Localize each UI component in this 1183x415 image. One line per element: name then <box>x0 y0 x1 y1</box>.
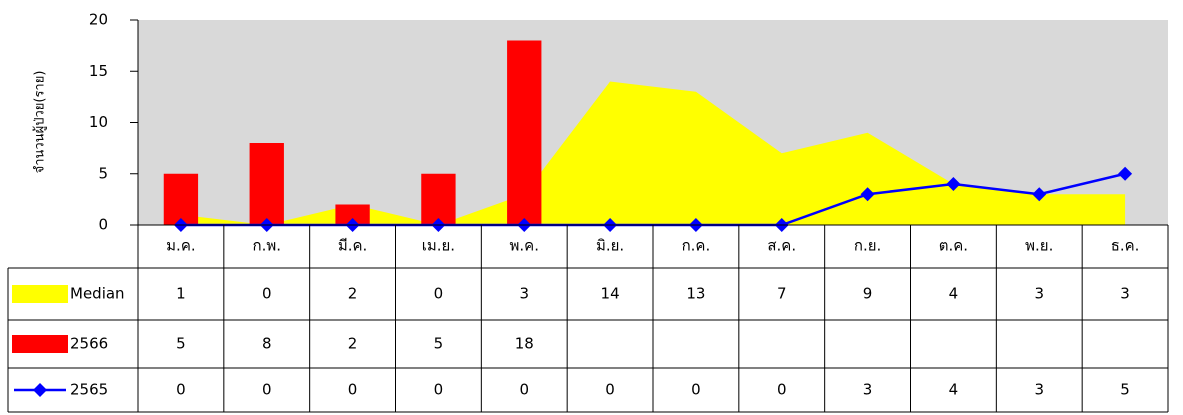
bar <box>421 173 456 225</box>
table-cell: 0 <box>519 381 529 399</box>
table-cell: 0 <box>262 381 272 399</box>
table-cell: 0 <box>434 381 444 399</box>
x-tick-label: พ.ย. <box>1025 237 1053 255</box>
x-tick-label: ม.ค. <box>166 237 195 255</box>
x-tick-label: มิ.ย. <box>596 237 624 255</box>
marker <box>946 177 961 191</box>
table-cell: 14 <box>601 285 620 303</box>
table-cell: 0 <box>262 285 272 303</box>
legend-label: 2565 <box>70 381 108 399</box>
table-cell: 2 <box>348 285 358 303</box>
y-tick-label: 15 <box>89 62 108 80</box>
y-axis-label: จำนวนผู้ป่วย(ราย) <box>33 71 48 174</box>
legend-key <box>12 335 68 353</box>
y-tick-label: 5 <box>98 164 108 182</box>
table-cell: 0 <box>691 381 701 399</box>
marker <box>1118 166 1133 181</box>
table-cell: 0 <box>348 381 358 399</box>
table-cell: 3 <box>1034 381 1044 399</box>
legend-label: Median <box>70 285 125 303</box>
marker <box>860 187 875 202</box>
x-tick-label: พ.ค. <box>510 237 539 255</box>
table-cell: 5 <box>434 335 444 353</box>
table-cell: 0 <box>605 381 615 399</box>
x-tick-label: เม.ย. <box>422 237 455 255</box>
bar <box>335 204 370 225</box>
table-cell: 9 <box>863 285 873 303</box>
table-cell: 0 <box>777 381 787 399</box>
y-tick-label: 10 <box>89 113 108 131</box>
area <box>180 81 1126 225</box>
table-cell: 8 <box>262 335 272 353</box>
table-cell: 4 <box>949 285 959 303</box>
bar <box>507 40 542 225</box>
x-tick-label: มี.ค. <box>338 237 367 255</box>
table-cell: 0 <box>176 381 186 399</box>
table-cell: 2 <box>348 335 358 353</box>
table-cell: 0 <box>434 285 444 303</box>
x-tick-label: ธ.ค. <box>1111 237 1140 255</box>
table-cell: 3 <box>1120 285 1130 303</box>
x-tick-label: ก.ย. <box>854 237 881 255</box>
legend-key <box>12 285 68 303</box>
x-tick-label: ก.พ. <box>252 237 281 255</box>
bar <box>249 143 284 225</box>
table-cell: 3 <box>1034 285 1044 303</box>
marker <box>1032 187 1047 202</box>
table-cell: 1 <box>176 285 186 303</box>
x-tick-label: ส.ค. <box>767 237 796 255</box>
table-cell: 18 <box>515 335 534 353</box>
table-cell: 4 <box>949 381 959 399</box>
table-cell: 3 <box>519 285 529 303</box>
x-tick-label: ก.ค. <box>682 237 711 255</box>
table-cell: 5 <box>1120 381 1130 399</box>
table-cell: 7 <box>777 285 787 303</box>
table-cell: 5 <box>176 335 186 353</box>
table-cell: 13 <box>686 285 705 303</box>
x-tick-label: ต.ค. <box>939 237 968 255</box>
legend-key <box>33 383 47 397</box>
legend-label: 2566 <box>70 335 108 353</box>
y-tick-label: 20 <box>89 11 108 29</box>
bar <box>163 173 199 225</box>
table-cell: 3 <box>863 381 873 399</box>
y-tick-label: 0 <box>98 216 108 234</box>
